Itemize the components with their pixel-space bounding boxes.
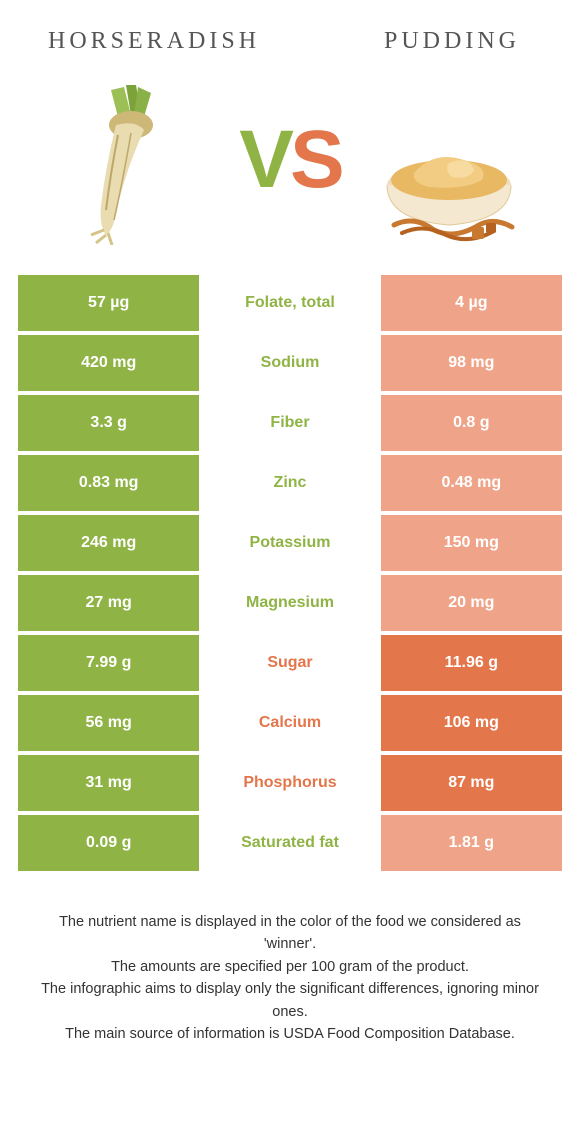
nutrient-label: Sodium bbox=[199, 335, 380, 391]
right-title: PUDDING bbox=[384, 28, 520, 55]
nutrient-label: Potassium bbox=[199, 515, 380, 571]
table-row: 0.09 gSaturated fat1.81 g bbox=[18, 815, 562, 871]
nutrient-label: Zinc bbox=[199, 455, 380, 511]
right-value: 4 µg bbox=[381, 275, 562, 331]
left-value: 57 µg bbox=[18, 275, 199, 331]
left-value: 3.3 g bbox=[18, 395, 199, 451]
table-row: 246 mgPotassium150 mg bbox=[18, 515, 562, 571]
left-value: 7.99 g bbox=[18, 635, 199, 691]
table-row: 56 mgCalcium106 mg bbox=[18, 695, 562, 751]
vs-s: S bbox=[290, 114, 341, 205]
table-row: 7.99 gSugar11.96 g bbox=[18, 635, 562, 691]
right-value: 150 mg bbox=[381, 515, 562, 571]
footer-line: The amounts are specified per 100 gram o… bbox=[38, 956, 542, 978]
footer-line: The infographic aims to display only the… bbox=[38, 978, 542, 1023]
pudding-image bbox=[374, 75, 524, 245]
right-value: 106 mg bbox=[381, 695, 562, 751]
nutrient-label: Folate, total bbox=[199, 275, 380, 331]
nutrient-label: Saturated fat bbox=[199, 815, 380, 871]
nutrient-label: Fiber bbox=[199, 395, 380, 451]
nutrient-label: Magnesium bbox=[199, 575, 380, 631]
table-row: 420 mgSodium98 mg bbox=[18, 335, 562, 391]
table-row: 0.83 mgZinc0.48 mg bbox=[18, 455, 562, 511]
images-row: VS bbox=[0, 55, 580, 275]
footer-line: The nutrient name is displayed in the co… bbox=[38, 911, 542, 956]
left-value: 27 mg bbox=[18, 575, 199, 631]
left-value: 56 mg bbox=[18, 695, 199, 751]
nutrient-label: Calcium bbox=[199, 695, 380, 751]
right-value: 11.96 g bbox=[381, 635, 562, 691]
right-value: 20 mg bbox=[381, 575, 562, 631]
right-value: 1.81 g bbox=[381, 815, 562, 871]
right-value: 87 mg bbox=[381, 755, 562, 811]
left-title: HORSERADISH bbox=[48, 28, 260, 55]
left-value: 0.09 g bbox=[18, 815, 199, 871]
table-row: 31 mgPhosphorus87 mg bbox=[18, 755, 562, 811]
right-value: 0.48 mg bbox=[381, 455, 562, 511]
right-value: 98 mg bbox=[381, 335, 562, 391]
vs-v: V bbox=[239, 114, 290, 205]
left-value: 420 mg bbox=[18, 335, 199, 391]
table-row: 27 mgMagnesium20 mg bbox=[18, 575, 562, 631]
table-row: 3.3 gFiber0.8 g bbox=[18, 395, 562, 451]
header: HORSERADISH PUDDING bbox=[0, 0, 580, 55]
nutrient-label: Sugar bbox=[199, 635, 380, 691]
table-row: 57 µgFolate, total4 µg bbox=[18, 275, 562, 331]
vs-label: VS bbox=[239, 113, 340, 207]
left-value: 246 mg bbox=[18, 515, 199, 571]
left-value: 31 mg bbox=[18, 755, 199, 811]
horseradish-image bbox=[56, 75, 206, 245]
left-value: 0.83 mg bbox=[18, 455, 199, 511]
nutrient-table: 57 µgFolate, total4 µg420 mgSodium98 mg3… bbox=[0, 275, 580, 871]
right-value: 0.8 g bbox=[381, 395, 562, 451]
footer-line: The main source of information is USDA F… bbox=[38, 1023, 542, 1045]
footer-notes: The nutrient name is displayed in the co… bbox=[0, 875, 580, 1046]
nutrient-label: Phosphorus bbox=[199, 755, 380, 811]
